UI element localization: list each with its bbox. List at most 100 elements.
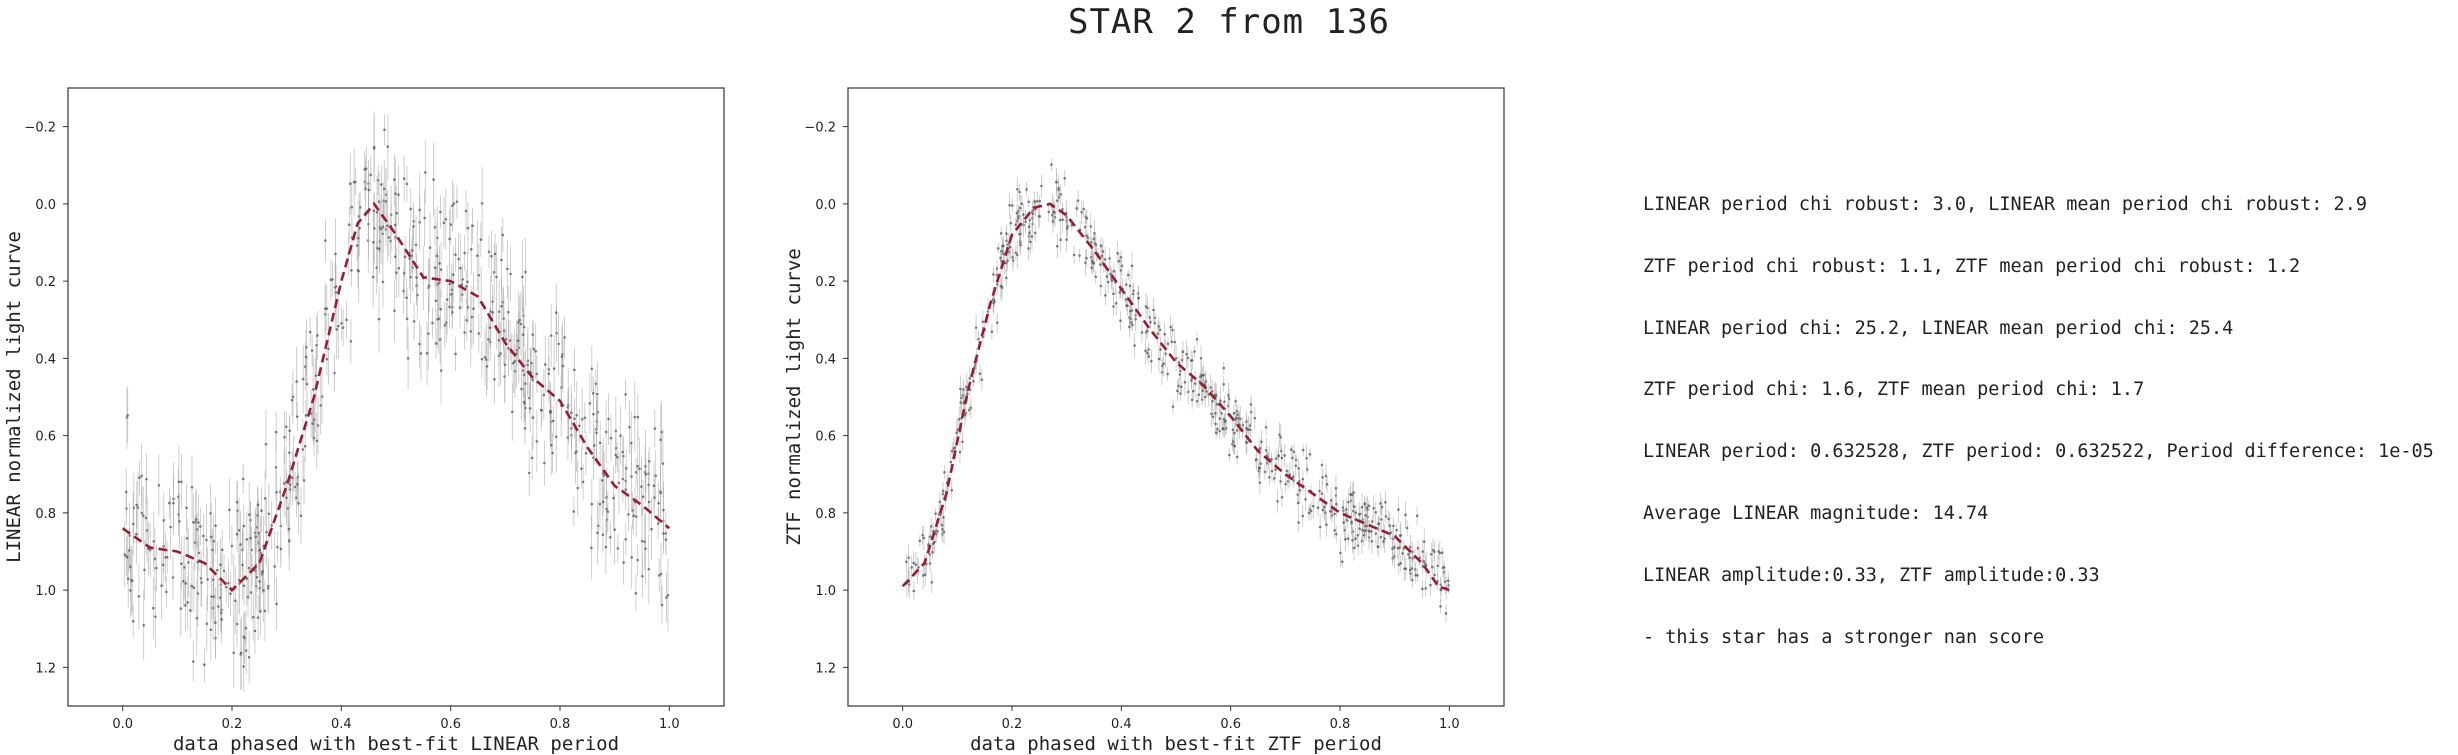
data-point <box>914 563 918 566</box>
data-point <box>188 609 192 612</box>
data-point <box>395 271 398 274</box>
data-point <box>1092 237 1096 241</box>
data-point <box>1274 457 1278 460</box>
data-point <box>543 461 546 465</box>
data-point <box>644 547 647 550</box>
data-point <box>958 450 962 454</box>
data-point <box>381 225 385 229</box>
info-line-ztf-chi-robust: ZTF period chi robust: 1.1, ZTF mean per… <box>1643 255 2301 277</box>
data-point <box>493 377 496 381</box>
data-point <box>1380 505 1384 509</box>
data-point <box>627 513 630 516</box>
data-point <box>1000 249 1003 253</box>
data-point <box>267 512 271 516</box>
data-point <box>1402 547 1406 550</box>
data-point <box>1129 309 1132 313</box>
data-point <box>309 412 313 415</box>
data-point <box>1422 540 1426 544</box>
data-point <box>331 278 334 281</box>
data-point <box>1365 506 1369 509</box>
data-point <box>1280 495 1284 499</box>
data-point <box>1283 454 1286 457</box>
data-point <box>1099 284 1103 288</box>
data-point <box>1158 328 1162 332</box>
data-point <box>469 247 473 251</box>
data-point <box>1263 470 1267 474</box>
data-point <box>1374 532 1378 535</box>
data-point <box>1339 551 1342 555</box>
data-points <box>123 111 670 693</box>
data-point <box>622 561 625 564</box>
data-point <box>460 283 464 287</box>
data-point <box>379 227 383 231</box>
data-point <box>530 456 534 460</box>
data-point <box>1443 580 1447 583</box>
data-point <box>327 347 330 351</box>
data-point <box>509 272 512 276</box>
data-point <box>273 565 276 568</box>
data-point <box>1118 291 1122 294</box>
data-point <box>1393 545 1396 549</box>
data-point <box>1340 560 1344 564</box>
data-point <box>640 539 644 543</box>
data-point <box>1181 350 1185 354</box>
data-point <box>319 404 322 407</box>
data-point <box>262 589 265 592</box>
data-point <box>1292 475 1295 478</box>
data-point <box>995 267 999 270</box>
x-tick-label: 0.4 <box>1111 717 1132 732</box>
info-line-nan-score: - this star has a stronger nan score <box>1643 626 2044 648</box>
fit-curve <box>121 201 671 592</box>
data-point <box>1292 450 1296 454</box>
data-point <box>347 223 351 227</box>
data-point <box>1232 411 1236 415</box>
data-point <box>124 490 128 494</box>
data-point <box>381 280 385 284</box>
data-point <box>1128 284 1132 288</box>
data-point <box>409 207 413 211</box>
data-point <box>143 568 146 572</box>
data-point <box>393 309 396 313</box>
data-point <box>266 586 270 590</box>
data-point <box>504 337 508 341</box>
data-point <box>1176 389 1179 393</box>
data-point <box>235 500 239 504</box>
data-point <box>1258 481 1262 484</box>
data-point <box>912 589 916 593</box>
data-point <box>1351 530 1355 533</box>
data-point <box>543 363 547 366</box>
data-point <box>629 441 633 445</box>
data-point <box>1347 500 1350 504</box>
data-point <box>654 474 658 477</box>
data-point <box>211 548 214 552</box>
data-point <box>607 417 610 421</box>
data-point <box>148 548 152 552</box>
data-point <box>1086 236 1090 240</box>
data-point <box>180 562 183 566</box>
data-point <box>477 273 481 277</box>
data-point <box>1387 517 1391 521</box>
data-point <box>165 590 168 594</box>
data-point <box>659 572 663 576</box>
data-point <box>616 547 620 550</box>
data-point <box>942 516 945 519</box>
data-point <box>1205 390 1209 393</box>
data-point <box>1166 342 1170 346</box>
data-point <box>590 502 594 506</box>
data-point <box>364 167 368 170</box>
data-point <box>640 485 643 488</box>
data-point <box>1379 502 1382 505</box>
data-point <box>263 497 267 500</box>
data-point <box>397 266 401 270</box>
data-point <box>337 324 340 328</box>
data-point <box>1235 429 1239 432</box>
data-point <box>448 282 452 286</box>
data-point <box>522 400 526 404</box>
data-point <box>518 318 522 322</box>
data-point <box>1430 565 1434 569</box>
data-point <box>1222 366 1226 370</box>
data-point <box>624 393 627 396</box>
data-point <box>532 347 536 351</box>
data-point <box>1429 583 1432 587</box>
data-point <box>950 488 954 492</box>
